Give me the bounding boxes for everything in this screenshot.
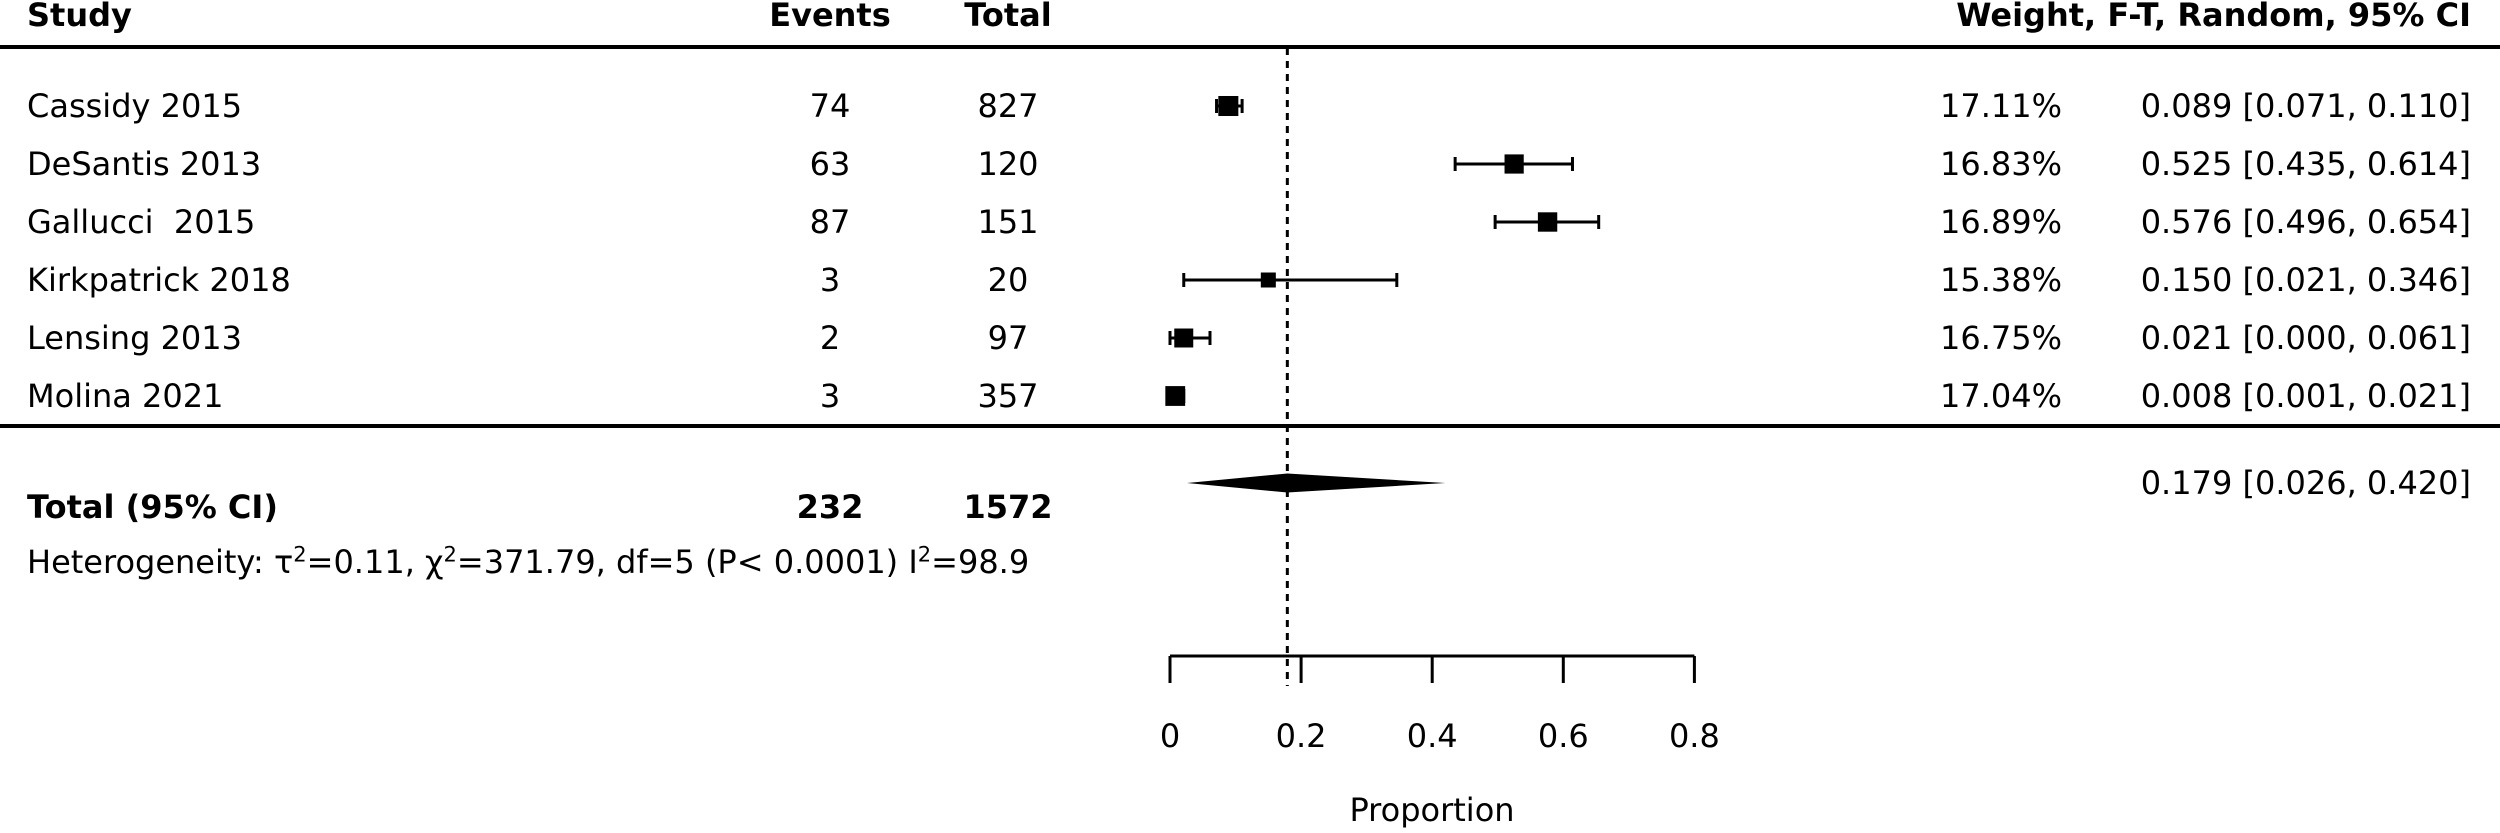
x-axis-tick-label: 0.2 xyxy=(1275,717,1327,755)
heterogeneity-text: =0.11, χ xyxy=(306,543,444,581)
study-ci-text: 0.576 [0.496, 0.654] xyxy=(2140,203,2471,241)
column-header-weight-ci: Weight, F-T, Random, 95% CI xyxy=(1956,0,2471,34)
heterogeneity-text: =371.79, df=5 (P< 0.0001) I xyxy=(456,543,918,581)
study-total: 97 xyxy=(987,319,1029,357)
study-label: Gallucci 2015 xyxy=(27,203,256,241)
heterogeneity-superscript: 2 xyxy=(917,542,932,567)
study-weight: 17.04% xyxy=(1939,377,2062,415)
total-divider xyxy=(0,424,2500,428)
x-axis-title: Proportion xyxy=(1349,791,1515,829)
column-header-events: Events xyxy=(769,0,891,34)
study-label: Lensing 2013 xyxy=(27,319,242,357)
heterogeneity-text: Heterogeneity: τ xyxy=(27,543,294,581)
study-total: 120 xyxy=(977,145,1039,183)
study-weight: 17.11% xyxy=(1939,87,2062,125)
study-ci-text: 0.150 [0.021, 0.346] xyxy=(2140,261,2471,299)
study-total: 827 xyxy=(977,87,1039,125)
study-events: 74 xyxy=(809,87,851,125)
study-ci-text: 0.525 [0.435, 0.614] xyxy=(2140,145,2471,183)
x-axis-tick-label: 0.8 xyxy=(1668,717,1720,755)
x-axis-tick-label: 0.6 xyxy=(1537,717,1589,755)
estimate-marker xyxy=(1174,328,1194,348)
x-axis-tick-label: 0.4 xyxy=(1406,717,1458,755)
total-total: 1572 xyxy=(963,488,1053,526)
x-axis-tick-label: 0 xyxy=(1159,717,1181,755)
heterogeneity-superscript: 2 xyxy=(293,542,307,567)
total-label: Total (95% CI) xyxy=(27,488,278,526)
estimate-marker xyxy=(1537,212,1558,232)
study-label: Cassidy 2015 xyxy=(27,87,243,125)
study-label: DeSantis 2013 xyxy=(27,145,262,183)
study-weight: 15.38% xyxy=(1939,261,2062,299)
header-divider xyxy=(0,45,2500,49)
study-label: Kirkpatrick 2018 xyxy=(27,261,291,299)
study-ci-text: 0.089 [0.071, 0.110] xyxy=(2140,87,2471,125)
study-ci-text: 0.008 [0.001, 0.021] xyxy=(2140,377,2471,415)
study-total: 20 xyxy=(987,261,1029,299)
study-events: 2 xyxy=(819,319,841,357)
study-ci-text: 0.021 [0.000, 0.061] xyxy=(2140,319,2471,357)
column-header-total: Total xyxy=(964,0,1052,34)
heterogeneity-text: =98.9 xyxy=(931,543,1030,581)
column-header-study: Study xyxy=(27,0,132,34)
total-events: 232 xyxy=(796,488,864,526)
estimate-marker xyxy=(1504,154,1524,174)
study-weight: 16.75% xyxy=(1939,319,2062,357)
study-events: 3 xyxy=(819,377,841,415)
total-ci-text: 0.179 [0.026, 0.420] xyxy=(2140,464,2471,502)
study-label: Molina 2021 xyxy=(27,377,224,415)
study-events: 63 xyxy=(809,145,851,183)
estimate-marker xyxy=(1260,272,1276,288)
study-weight: 16.89% xyxy=(1939,203,2062,241)
heterogeneity-superscript: 2 xyxy=(443,542,457,567)
overall-diamond xyxy=(1187,473,1446,493)
study-total: 151 xyxy=(977,203,1039,241)
study-events: 87 xyxy=(809,203,851,241)
study-weight: 16.83% xyxy=(1939,145,2062,183)
heterogeneity-note: Heterogeneity: τ2=0.11, χ2=371.79, df=5 … xyxy=(27,542,1029,582)
estimate-marker xyxy=(1165,386,1186,406)
study-total: 357 xyxy=(977,377,1039,415)
study-events: 3 xyxy=(819,261,841,299)
estimate-marker xyxy=(1218,95,1239,117)
